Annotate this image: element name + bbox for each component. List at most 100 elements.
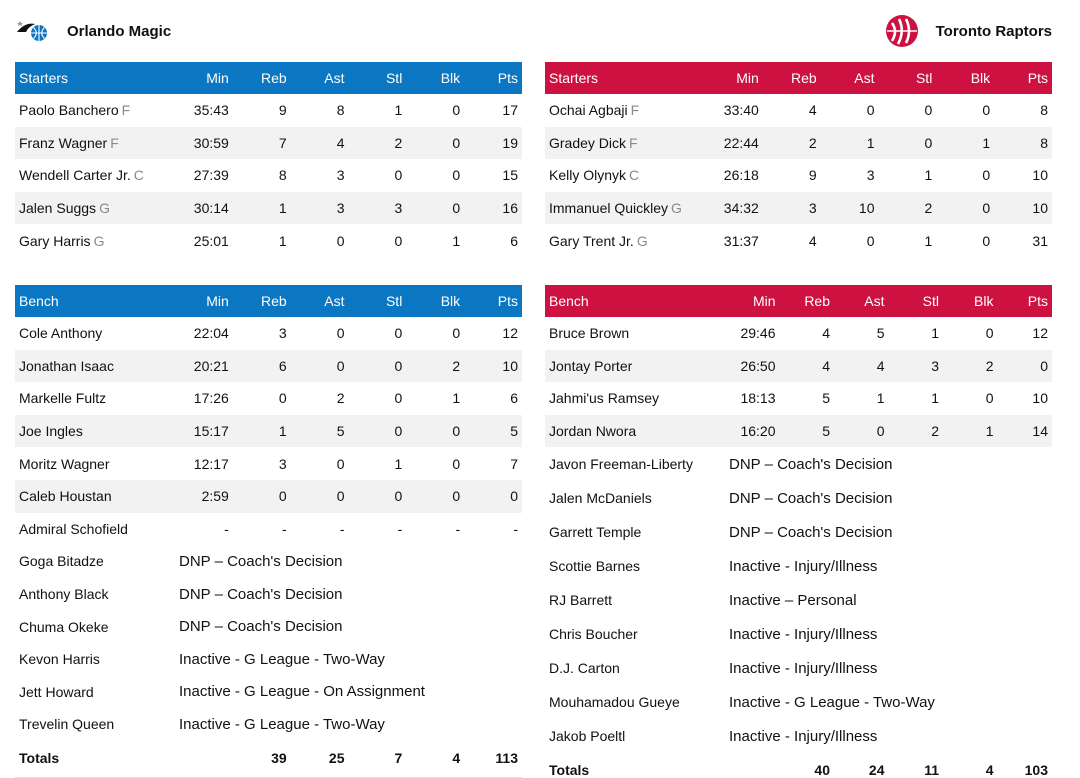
col-header-min[interactable]: Min [705, 62, 763, 94]
col-header-stl[interactable]: Stl [888, 284, 943, 317]
stat-blk: 0 [406, 414, 465, 448]
player-name-link[interactable]: Kevon Harris [19, 651, 100, 668]
col-header-ast[interactable]: Ast [290, 284, 349, 317]
player-name-link[interactable]: Jontay Porter [545, 349, 725, 383]
stat-min: 27:39 [193, 167, 229, 184]
stat-stl: 2 [348, 126, 407, 160]
table-row: Chris Boucher Inactive - Injury/Illness [545, 617, 1052, 651]
player-name-link[interactable]: Wendell Carter Jr. [19, 167, 131, 184]
col-header-blk[interactable]: Blk [943, 284, 998, 317]
table-row: Jalen Suggs G 30:14 1 3 3 0 16 [15, 191, 522, 225]
player-name-link[interactable]: Caleb Houstan [15, 479, 175, 513]
player-name-link[interactable]: Anthony Black [19, 586, 109, 603]
col-header-stl[interactable]: Stl [878, 62, 937, 94]
player-name-link[interactable]: Kelly Olynyk [549, 167, 627, 184]
table-row: Wendell Carter Jr. C 27:39 8 3 0 0 15 [15, 159, 522, 192]
col-header-reb[interactable]: Reb [779, 284, 834, 317]
stat-ast: 10 [820, 191, 879, 225]
col-header-ast[interactable]: Ast [820, 62, 879, 94]
stat-min: 22:44 [705, 126, 763, 160]
col-header-blk[interactable]: Blk [406, 62, 465, 94]
player-name-link[interactable]: RJ Barrett [549, 592, 613, 609]
total-pts: 103 [1024, 762, 1048, 778]
stat-min: 18:13 [740, 390, 776, 407]
player-name-link[interactable]: Admiral Schofield [19, 520, 128, 537]
col-header-blk[interactable]: Blk [936, 62, 995, 94]
stat-stl: 0 [394, 167, 403, 184]
stat-reb: 1 [232, 191, 291, 225]
col-header-reb[interactable]: Reb [232, 62, 291, 94]
player-name-link[interactable]: Jahmi'us Ramsey [549, 390, 660, 407]
player-name-link[interactable]: Chuma Okeke [19, 618, 109, 635]
player-status: Inactive - Injury/Illness [729, 659, 878, 677]
table-row: Jett Howard Inactive - G League - On Ass… [15, 676, 522, 709]
col-header-stl[interactable]: Stl [348, 62, 407, 94]
player-name-link[interactable]: Jonathan Isaac [15, 349, 175, 383]
player-name-link[interactable]: Cole Anthony [19, 325, 103, 342]
stat-ast: 0 [336, 232, 345, 249]
stat-pts: 17 [502, 102, 518, 119]
col-header-pts[interactable]: Pts [994, 62, 1052, 94]
stat-pts: 31 [1032, 232, 1048, 249]
col-header-pts[interactable]: Pts [464, 62, 522, 94]
stat-reb: 3 [762, 191, 821, 225]
player-name-link[interactable]: Ochai Agbaji [549, 102, 628, 119]
player-name-link[interactable]: Goga Bitadze [19, 553, 104, 570]
col-header-stl[interactable]: Stl [348, 284, 407, 317]
col-header-reb[interactable]: Reb [762, 62, 821, 94]
player-name-link[interactable]: Scottie Barnes [549, 558, 641, 575]
stat-blk: 0 [985, 390, 994, 407]
table-row: Garrett Temple DNP – Coach's Decision [545, 515, 1052, 549]
col-header-blk[interactable]: Blk [406, 284, 465, 317]
team-name[interactable]: Orlando Magic [67, 22, 172, 40]
player-name-link[interactable]: Gary Trent Jr. [549, 232, 634, 249]
total-blk: 4 [452, 749, 461, 766]
col-header-min[interactable]: Min [175, 284, 233, 317]
total-stl: 11 [924, 762, 939, 778]
col-header-reb[interactable]: Reb [232, 284, 291, 317]
stat-stl: 1 [931, 325, 939, 342]
player-name-link[interactable]: D.J. Carton [549, 660, 620, 677]
col-header-pts[interactable]: Pts [997, 284, 1052, 317]
player-name-link[interactable]: Bruce Brown [549, 325, 630, 342]
player-name-link[interactable]: Paolo Banchero [19, 102, 119, 119]
stat-reb: 5 [822, 390, 830, 407]
player-name-link[interactable]: Gary Harris [19, 232, 91, 249]
stat-ast: 0 [866, 232, 875, 249]
player-name-link[interactable]: Trevelin Queen [19, 716, 115, 733]
col-header-min[interactable]: Min [175, 62, 233, 94]
player-name-link[interactable]: Jalen McDaniels [549, 490, 652, 507]
col-header-ast[interactable]: Ast [834, 284, 889, 317]
bench-table: Bench Min Reb Ast Stl Blk Pts Bruce Brow… [545, 284, 1052, 778]
player-name-link[interactable]: Joe Ingles [15, 414, 175, 448]
stat-pts: 15 [502, 167, 518, 184]
team-panel-orlando-magic: Orlando Magic Starters Min Reb Ast Stl B… [15, 0, 522, 778]
player-name-link[interactable]: Jalen Suggs [19, 200, 97, 217]
player-name-link[interactable]: Garrett Temple [549, 524, 642, 541]
player-name-link[interactable]: Javon Freeman-Liberty [549, 456, 693, 473]
col-header-ast[interactable]: Ast [290, 62, 349, 94]
player-name-link[interactable]: Jett Howard [19, 683, 94, 700]
player-name-link[interactable]: Jakob Poeltl [549, 728, 626, 745]
table-row: Goga Bitadze DNP – Coach's Decision [15, 545, 522, 578]
player-name-link[interactable]: Chris Boucher [549, 626, 638, 643]
col-header-min[interactable]: Min [725, 284, 780, 317]
stat-reb: 6 [232, 349, 291, 383]
team-name[interactable]: Toronto Raptors [935, 22, 1052, 40]
team-header: Orlando Magic [15, 0, 522, 62]
stat-ast: 0 [336, 455, 345, 472]
player-name-link[interactable]: Moritz Wagner [19, 455, 110, 472]
player-name-link[interactable]: Gradey Dick [549, 134, 627, 151]
player-name-link[interactable]: Mouhamadou Gueye [549, 694, 680, 711]
stat-ast: 2 [336, 390, 345, 407]
player-position: F [630, 102, 640, 119]
player-name-link[interactable]: Jordan Nwora [545, 414, 725, 448]
stat-pts: 10 [994, 191, 1052, 225]
stat-min: 25:01 [193, 232, 229, 249]
col-header-pts[interactable]: Pts [464, 284, 522, 317]
stat-ast: 0 [290, 349, 349, 383]
stat-reb: 9 [278, 102, 287, 119]
player-name-link[interactable]: Markelle Fultz [19, 390, 107, 407]
player-name-link[interactable]: Immanuel Quickley [549, 200, 669, 217]
player-name-link[interactable]: Franz Wagner [19, 134, 108, 151]
